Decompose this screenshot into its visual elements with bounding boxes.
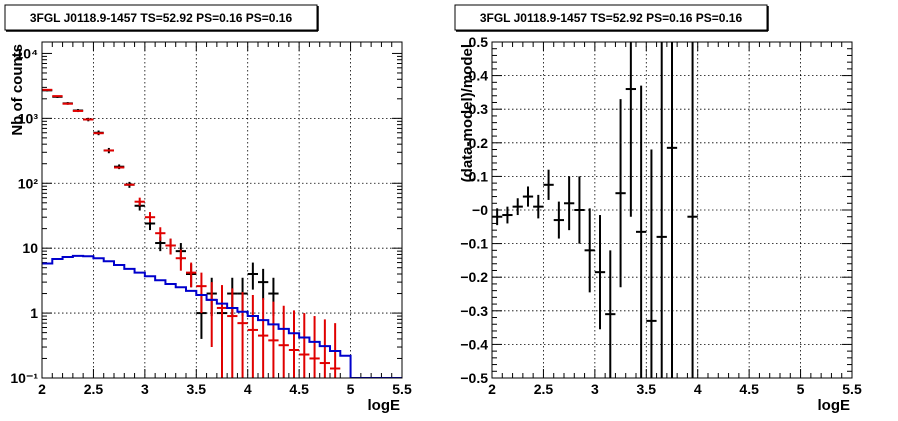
model-point — [134, 197, 145, 206]
residuals-point — [522, 186, 534, 207]
chart-title: 3FGL J0118.9-1457 TS=52.92 PS=0.16 PS=0.… — [30, 11, 293, 25]
x-tick-label: 5.5 — [842, 381, 862, 397]
x-axis-title: logE — [368, 397, 401, 414]
y-tick-label: −0.1 — [460, 236, 488, 252]
model-point — [247, 294, 258, 378]
model-point — [227, 288, 238, 378]
source-model-histogram — [42, 254, 402, 378]
residuals-point — [492, 208, 503, 226]
model-point — [196, 272, 207, 314]
residuals-point — [564, 176, 575, 231]
model-point — [216, 285, 228, 378]
model-point — [278, 305, 289, 378]
y-tick-label: −0.4 — [460, 336, 488, 352]
y-tick-label: 10⁴ — [16, 45, 39, 61]
x-tick-label: 4.5 — [289, 381, 309, 397]
data-point — [247, 262, 258, 290]
y-tick-label: 10 — [22, 240, 38, 256]
x-tick-label: 4.5 — [739, 381, 759, 397]
y-axis-title: Nb of counts — [9, 44, 26, 136]
residuals-point — [574, 176, 585, 244]
residuals-point — [687, 42, 698, 378]
series-layer — [42, 88, 402, 378]
plot-frame — [41, 41, 403, 379]
plot-frame — [491, 41, 853, 379]
residuals-point — [656, 42, 667, 378]
x-tick-label: 2.5 — [534, 381, 554, 397]
title-box — [4, 4, 318, 31]
residuals-point — [543, 169, 554, 200]
x-tick-label: 5 — [347, 381, 355, 397]
x-tick-label: 5.5 — [392, 381, 412, 397]
y-tick-label: 0.5 — [469, 34, 489, 50]
model-point — [165, 238, 176, 255]
residuals-point — [553, 201, 564, 239]
chart-title: 3FGL J0118.9-1457 TS=52.92 PS=0.16 PS=0.… — [480, 11, 743, 25]
x-axis-title: logE — [818, 397, 851, 414]
y-tick-label: 0.3 — [469, 101, 489, 117]
model-point — [258, 298, 269, 378]
x-tick-label: 4 — [694, 381, 702, 397]
y-tick-label: 10² — [18, 175, 39, 191]
x-tick-label: 3 — [591, 381, 599, 397]
data-point — [258, 268, 269, 300]
x-tick-label: 5 — [797, 381, 805, 397]
model-point — [319, 319, 330, 378]
residuals-point — [625, 42, 636, 217]
x-tick-label: 3 — [141, 381, 149, 397]
y-tick-label: −0.3 — [460, 303, 488, 319]
model-point — [155, 227, 166, 241]
model-point — [268, 301, 279, 378]
y-tick-label: −0.5 — [460, 370, 488, 386]
title-box — [454, 4, 768, 31]
x-tick-label: 2 — [488, 381, 496, 397]
residuals-point — [502, 206, 513, 224]
x-tick-label: 3.5 — [187, 381, 207, 397]
residuals-point — [512, 198, 523, 216]
model-point — [186, 262, 197, 288]
model-point — [144, 212, 156, 223]
y-tick-label: 10⁻¹ — [10, 370, 38, 386]
series-layer — [492, 42, 698, 378]
residuals-point — [666, 42, 678, 378]
residuals-point — [605, 250, 616, 378]
y-axis-title: (data-model)/model — [459, 44, 476, 182]
residuals-point — [533, 194, 544, 219]
model-point — [309, 316, 320, 378]
counts-panel: 2 2.5 3 3.5 4 4.5 5 5.5 10⁻¹ 1 10 10² 10³ 10⁴ logE Nb o… — [4, 4, 412, 414]
residuals-point — [584, 208, 595, 293]
y-tick-label: −0 — [472, 202, 488, 218]
y-tick-label: 1 — [30, 305, 38, 321]
y-tick-label: −0.2 — [460, 269, 488, 285]
x-tick-label: 2.5 — [84, 381, 104, 397]
residual-panel: 2 2.5 3 3.5 4 4.5 5 5.5 −0.5 −0.4 −0.3 −0.2 −0.1 −0 0.… — [454, 4, 862, 414]
x-tick-label: 3.5 — [637, 381, 657, 397]
model-point — [299, 313, 310, 378]
x-tick-label: 4 — [244, 381, 252, 397]
residuals-point — [636, 85, 647, 378]
x-tick-label: 2 — [38, 381, 46, 397]
y-tick-label: 10³ — [18, 110, 39, 126]
model-point — [237, 292, 248, 378]
residuals-point — [594, 215, 606, 330]
residuals-point — [615, 99, 626, 288]
residuals-point — [646, 149, 657, 378]
model-point — [175, 249, 186, 271]
y-tick-label: 0.2 — [469, 135, 489, 151]
model-point — [288, 310, 300, 378]
y-tick-label: 0.4 — [469, 68, 489, 84]
y-tick-label: 0.1 — [469, 168, 489, 184]
